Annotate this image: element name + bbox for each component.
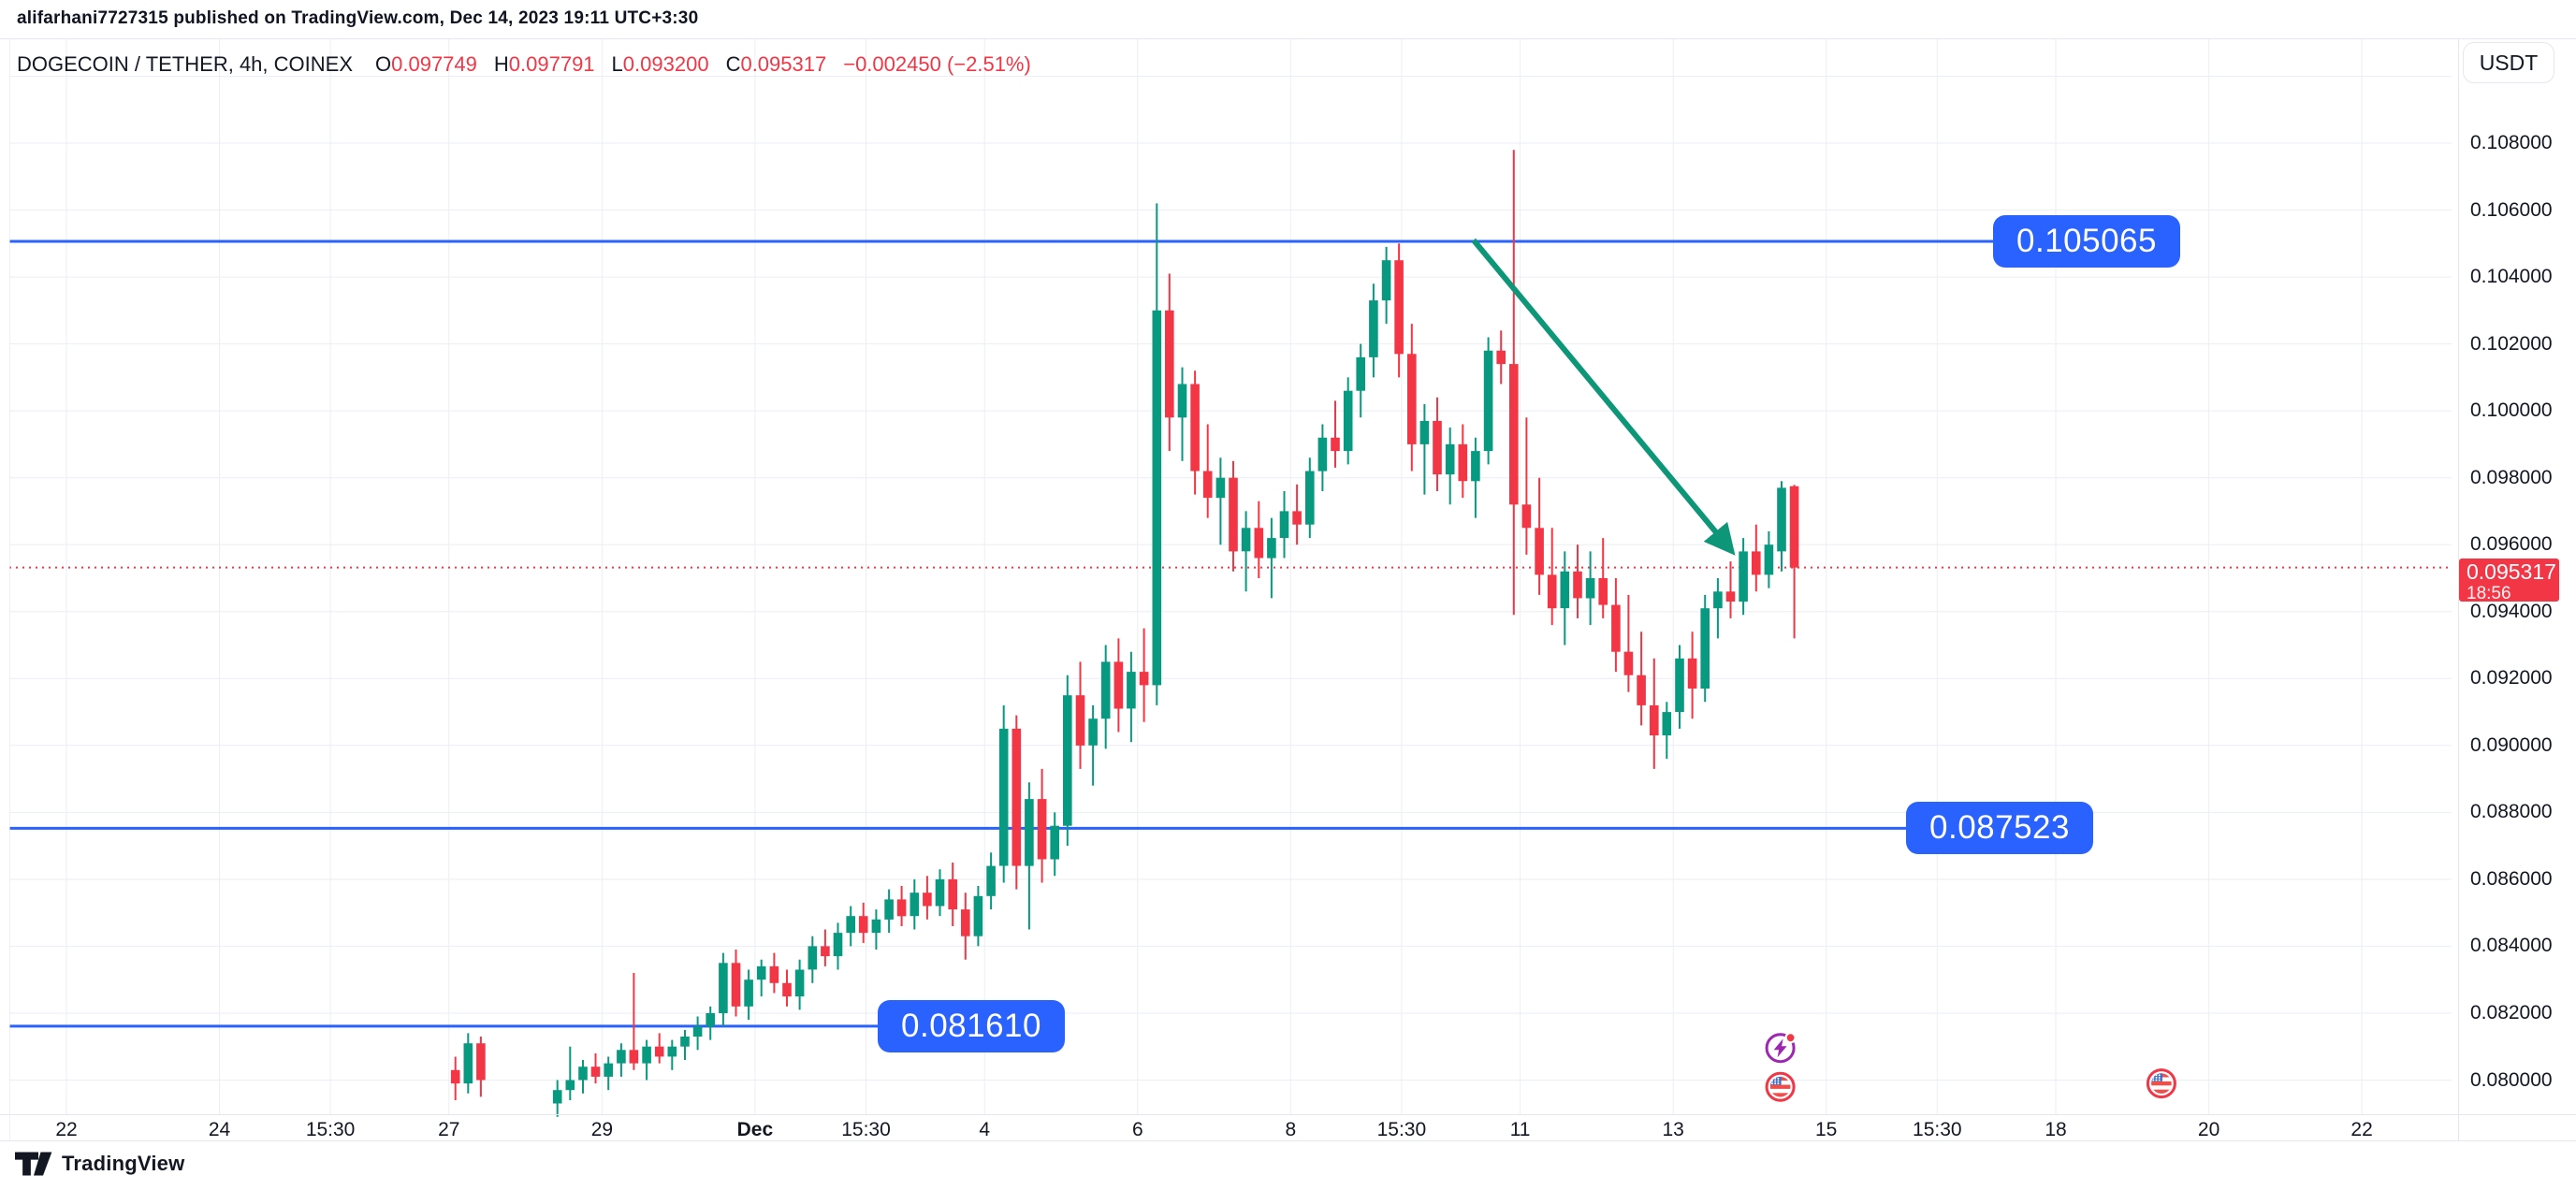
- time-tick-label: 15:30: [841, 1119, 891, 1140]
- price-tick-label: 0.088000: [2470, 801, 2553, 823]
- price-tick-label: 0.090000: [2470, 733, 2553, 756]
- price-line-label[interactable]: 0.087523: [1906, 802, 2093, 855]
- plot-left-border: [9, 38, 10, 1140]
- footer-divider: [0, 1140, 2576, 1141]
- candlestick-series: [450, 150, 1799, 1117]
- us-flag-icon[interactable]: [1765, 1071, 1796, 1102]
- price-tick-label: 0.086000: [2470, 867, 2553, 890]
- price-tick-label: 0.082000: [2470, 1002, 2553, 1023]
- ohlc-number: 0.095317: [740, 52, 827, 76]
- published-byline: alifarhani7727315 published on TradingVi…: [17, 8, 699, 28]
- price-tick-label: 0.098000: [2470, 466, 2553, 488]
- ohlc-number: 0.097749: [391, 52, 477, 76]
- trend-arrow-line[interactable]: [1471, 238, 1736, 556]
- price-tick-label: 0.096000: [2470, 533, 2553, 556]
- price-tick-label: 0.102000: [2470, 332, 2553, 355]
- price-tick-label: 0.100000: [2470, 399, 2553, 422]
- horizontal-price-lines[interactable]: [9, 239, 1993, 1028]
- time-tick-label: 18: [2045, 1119, 2067, 1140]
- symbol-legend: DOGECOIN / TETHER, 4h, COINEX O0.097749 H…: [17, 52, 1031, 77]
- price-tick-label: 0.094000: [2470, 600, 2553, 622]
- ohlc-token: C0.095317: [726, 52, 827, 77]
- current-price-label: 0.095317 18:56: [2459, 558, 2559, 603]
- tradingview-logo-link[interactable]: TradingView: [15, 1152, 184, 1176]
- tradingview-logo-text: TradingView: [62, 1152, 185, 1175]
- tradingview-logo-icon: [15, 1152, 52, 1176]
- price-tick-label: 0.080000: [2470, 1068, 2553, 1091]
- price-line-label[interactable]: 0.081610: [878, 999, 1065, 1052]
- price-tick-label: 0.092000: [2470, 667, 2553, 689]
- bar-countdown: 18:56: [2467, 583, 2511, 603]
- change-value: −0.002450 (−2.51%): [843, 52, 1031, 76]
- symbol-title: DOGECOIN / TETHER, 4h, COINEX: [17, 52, 353, 76]
- ohlc-number: 0.093200: [622, 52, 709, 76]
- time-tick-label: 15: [1815, 1119, 1838, 1140]
- time-tick-label: 11: [1509, 1119, 1531, 1140]
- time-tick-label: 29: [590, 1119, 614, 1140]
- time-tick-label: 15:30: [1376, 1119, 1427, 1140]
- current-price-value: 0.095317: [2467, 559, 2556, 584]
- time-tick-label: 22: [55, 1119, 78, 1140]
- price-tick-label: 0.106000: [2470, 198, 2553, 221]
- ohlc-number: 0.097791: [508, 52, 595, 76]
- economic-event-lightning-icon[interactable]: [1765, 1032, 1797, 1064]
- ohlc-letter: C: [725, 52, 741, 76]
- price-line-label[interactable]: 0.105065: [1993, 215, 2180, 268]
- ohlc-letter: L: [611, 52, 623, 76]
- price-axis-divider: [2458, 38, 2459, 1140]
- time-axis-divider: [0, 1114, 2576, 1115]
- currency-toggle-button[interactable]: USDT: [2463, 42, 2554, 83]
- time-tick-label: 6: [1131, 1119, 1143, 1140]
- price-tick-label: 0.104000: [2470, 266, 2553, 288]
- ohlc-token: O0.097749: [375, 52, 477, 77]
- price-tick-label: 0.084000: [2470, 935, 2553, 957]
- time-tick-label: Dec: [736, 1119, 774, 1140]
- time-tick-label: 8: [1285, 1119, 1297, 1140]
- grid-lines: [9, 38, 2452, 1114]
- ohlc-token: L0.093200: [612, 52, 709, 77]
- time-tick-label: 15:30: [1913, 1119, 1962, 1140]
- time-tick-label: 22: [2350, 1119, 2373, 1140]
- price-tick-label: 0.108000: [2470, 132, 2553, 153]
- time-tick-label: 4: [979, 1119, 991, 1140]
- ohlc-letter: O: [375, 52, 392, 76]
- time-tick-label: 15:30: [305, 1119, 356, 1140]
- header-divider: [0, 38, 2576, 39]
- time-tick-label: 24: [208, 1119, 231, 1140]
- ohlc-letter: H: [493, 52, 509, 76]
- time-tick-label: 27: [438, 1119, 460, 1140]
- ohlc-values: O0.097749 H0.097791 L0.093200 C0.095317: [375, 52, 826, 77]
- ohlc-token: H0.097791: [494, 52, 595, 77]
- time-tick-label: 13: [1662, 1119, 1684, 1140]
- us-flag-icon[interactable]: [2146, 1068, 2176, 1099]
- time-tick-label: 20: [2197, 1119, 2220, 1140]
